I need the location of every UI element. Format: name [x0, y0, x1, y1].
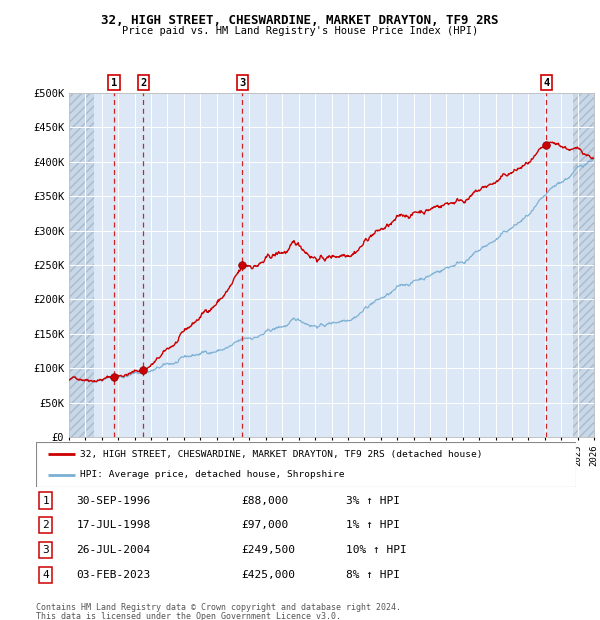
Text: 3% ↑ HPI: 3% ↑ HPI [347, 495, 401, 505]
Text: £97,000: £97,000 [241, 520, 289, 530]
Text: 8% ↑ HPI: 8% ↑ HPI [347, 570, 401, 580]
Text: HPI: Average price, detached house, Shropshire: HPI: Average price, detached house, Shro… [80, 470, 345, 479]
Text: £249,500: £249,500 [241, 545, 295, 555]
Text: 3: 3 [43, 545, 49, 555]
Text: 10% ↑ HPI: 10% ↑ HPI [347, 545, 407, 555]
Text: 30-SEP-1996: 30-SEP-1996 [77, 495, 151, 505]
Bar [574, 93, 594, 437]
Text: 26-JUL-2004: 26-JUL-2004 [77, 545, 151, 555]
Text: This data is licensed under the Open Government Licence v3.0.: This data is licensed under the Open Gov… [36, 612, 341, 620]
Text: 3: 3 [239, 78, 245, 88]
Bar [69, 93, 94, 437]
Text: Price paid vs. HM Land Registry's House Price Index (HPI): Price paid vs. HM Land Registry's House … [122, 26, 478, 36]
Text: £425,000: £425,000 [241, 570, 295, 580]
Text: 1% ↑ HPI: 1% ↑ HPI [347, 520, 401, 530]
Text: 2: 2 [43, 520, 49, 530]
Text: 4: 4 [43, 570, 49, 580]
Text: Contains HM Land Registry data © Crown copyright and database right 2024.: Contains HM Land Registry data © Crown c… [36, 603, 401, 612]
Text: 1: 1 [111, 78, 117, 88]
Text: 32, HIGH STREET, CHESWARDINE, MARKET DRAYTON, TF9 2RS (detached house): 32, HIGH STREET, CHESWARDINE, MARKET DRA… [80, 450, 483, 459]
Text: 32, HIGH STREET, CHESWARDINE, MARKET DRAYTON, TF9 2RS: 32, HIGH STREET, CHESWARDINE, MARKET DRA… [101, 14, 499, 27]
Text: 4: 4 [543, 78, 550, 88]
Text: 03-FEB-2023: 03-FEB-2023 [77, 570, 151, 580]
Text: 2: 2 [140, 78, 146, 88]
Text: £88,000: £88,000 [241, 495, 289, 505]
Text: 17-JUL-1998: 17-JUL-1998 [77, 520, 151, 530]
FancyBboxPatch shape [36, 442, 576, 487]
Text: 1: 1 [43, 495, 49, 505]
